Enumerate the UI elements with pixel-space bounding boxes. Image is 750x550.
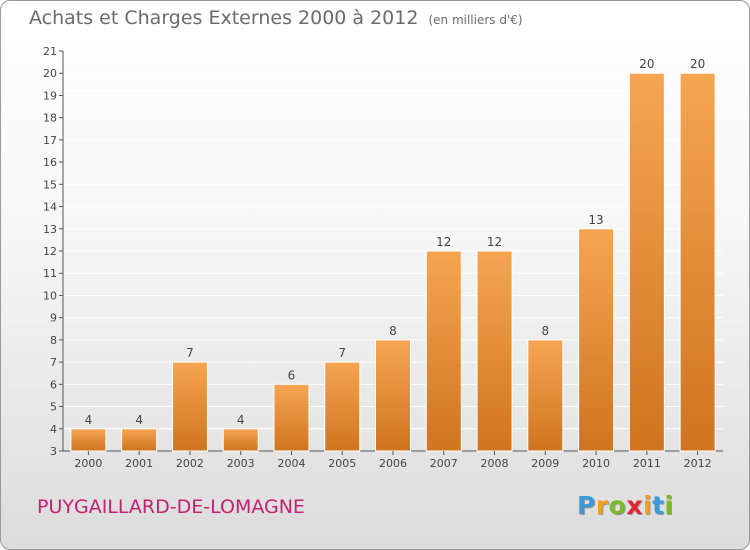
bar-value-label: 7 xyxy=(186,346,194,360)
x-tick-label: 2003 xyxy=(227,457,255,470)
bar xyxy=(121,428,158,452)
x-tick-label: 2007 xyxy=(430,457,458,470)
y-tick-label: 13 xyxy=(43,223,57,236)
y-tick-label: 14 xyxy=(43,201,57,214)
bar xyxy=(273,383,310,452)
y-tick-label: 9 xyxy=(50,312,57,325)
y-tick-label: 10 xyxy=(43,289,57,302)
logo-letter: t xyxy=(652,491,665,520)
x-tick-label: 2004 xyxy=(277,457,305,470)
y-tick-label: 8 xyxy=(50,334,57,347)
proxiti-logo: Proxiti xyxy=(577,491,674,520)
x-tick-label: 2001 xyxy=(125,457,153,470)
bar xyxy=(628,72,665,452)
logo-letter: x xyxy=(626,491,643,520)
bar-value-label: 12 xyxy=(487,235,502,249)
bar-value-label: 4 xyxy=(237,413,245,427)
bar-value-label: 4 xyxy=(85,413,93,427)
y-tick-label: 21 xyxy=(43,45,57,58)
bar-value-label: 8 xyxy=(541,324,549,338)
logo-letter: r xyxy=(595,491,609,520)
bar-value-label: 20 xyxy=(639,57,654,71)
bar xyxy=(527,339,564,452)
y-tick-label: 19 xyxy=(43,89,57,102)
bar xyxy=(171,361,208,452)
y-tick-label: 17 xyxy=(43,134,57,147)
x-tick-label: 2010 xyxy=(582,457,610,470)
logo-letter: P xyxy=(577,491,596,520)
chart-unit: (en milliers d'€) xyxy=(428,13,523,27)
logo-letter: i xyxy=(664,491,674,520)
bar xyxy=(578,228,615,452)
y-tick-label: 3 xyxy=(50,445,57,458)
y-tick-label: 16 xyxy=(43,156,57,169)
y-tick-label: 11 xyxy=(43,267,57,280)
x-tick-label: 2008 xyxy=(481,457,509,470)
bar xyxy=(425,250,462,452)
x-tick-label: 2012 xyxy=(684,457,712,470)
y-tick-label: 15 xyxy=(43,178,57,191)
commune-name: PUYGAILLARD-DE-LOMAGNE xyxy=(37,496,305,518)
y-tick-label: 20 xyxy=(43,67,57,80)
x-tick-label: 2000 xyxy=(74,457,102,470)
x-tick-label: 2011 xyxy=(633,457,661,470)
bar xyxy=(679,72,716,452)
bar-value-label: 8 xyxy=(389,324,397,338)
y-tick-label: 18 xyxy=(43,112,57,125)
bar-value-label: 20 xyxy=(690,57,705,71)
logo-letter: o xyxy=(608,491,627,520)
x-tick-label: 2009 xyxy=(531,457,559,470)
bar-value-label: 12 xyxy=(436,235,451,249)
bar-value-label: 13 xyxy=(588,213,603,227)
y-tick-label: 5 xyxy=(50,401,57,414)
logo-letter: i xyxy=(643,491,653,520)
bar-value-label: 7 xyxy=(338,346,346,360)
y-tick-label: 12 xyxy=(43,245,57,258)
bar xyxy=(375,339,411,452)
chart-title-text: Achats et Charges Externes 2000 à 2012 xyxy=(29,7,419,29)
y-tick-label: 7 xyxy=(50,356,57,369)
bar xyxy=(476,250,513,452)
bar-value-label: 6 xyxy=(288,368,296,382)
chart-title: Achats et Charges Externes 2000 à 2012 (e… xyxy=(29,7,523,29)
y-tick-label: 6 xyxy=(50,378,57,391)
bar xyxy=(70,428,107,452)
bar xyxy=(324,361,361,452)
x-tick-label: 2002 xyxy=(176,457,204,470)
bar xyxy=(222,428,259,452)
bar-value-label: 4 xyxy=(135,413,143,427)
x-tick-label: 2006 xyxy=(379,457,407,470)
y-tick-label: 4 xyxy=(50,423,57,436)
x-tick-label: 2005 xyxy=(328,457,356,470)
